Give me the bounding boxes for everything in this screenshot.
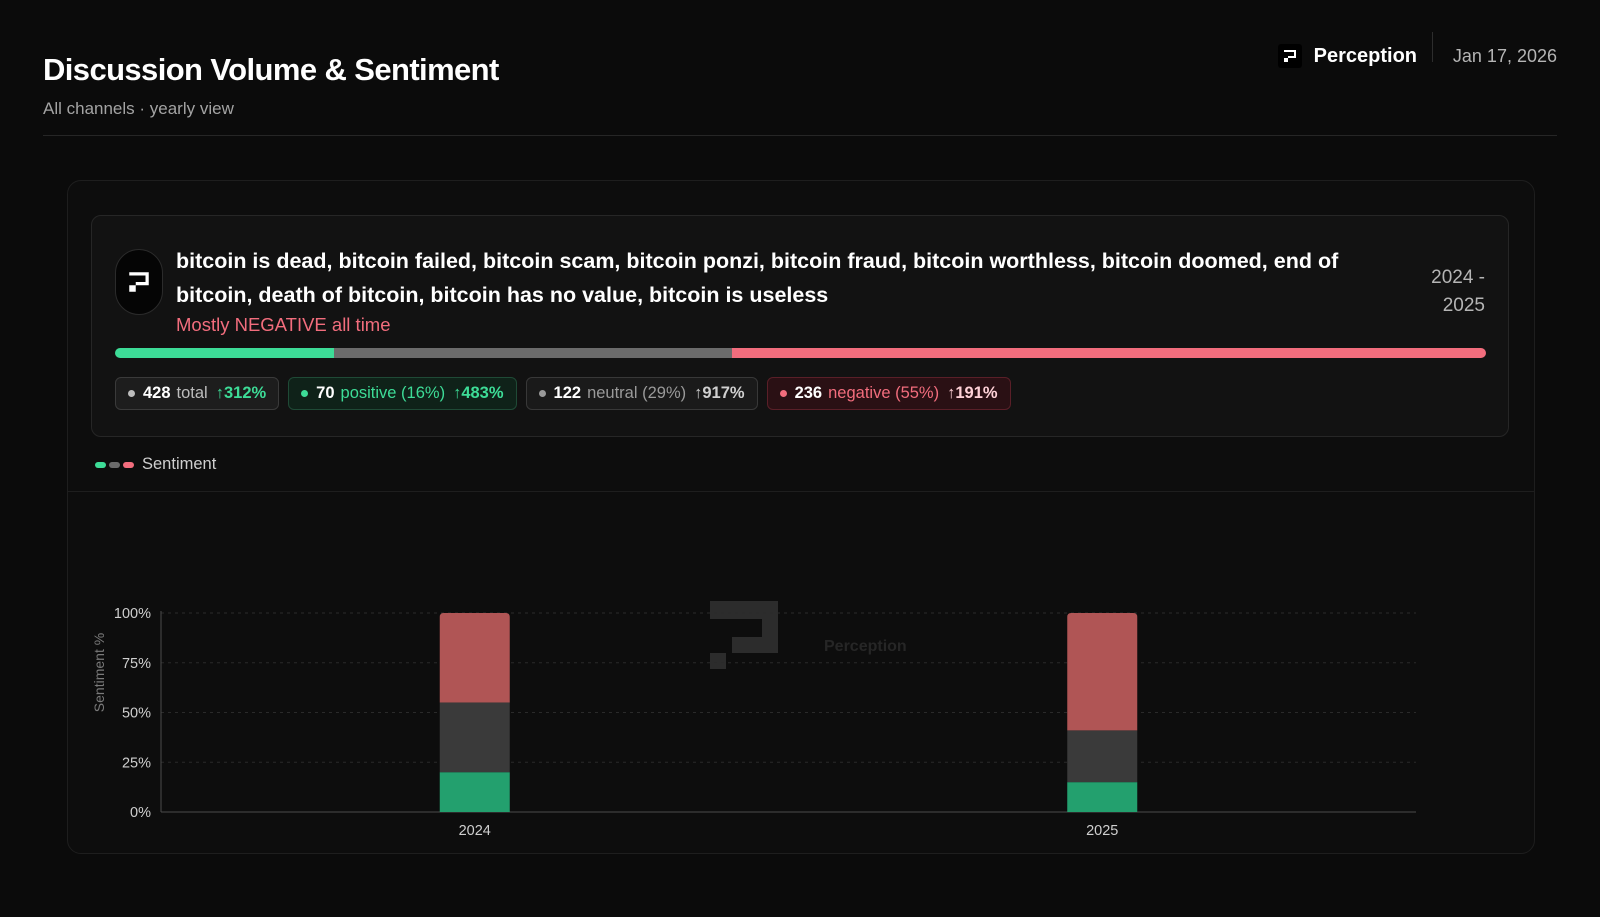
bar-positive-2024 (439, 772, 510, 812)
watermark-logo-icon (710, 601, 778, 669)
page-header: Discussion Volume & Sentiment All channe… (43, 0, 1557, 136)
sentiment-swatch-icon (95, 461, 134, 468)
legend-divider (68, 491, 1534, 492)
chart-legend[interactable]: Sentiment (95, 455, 216, 474)
stat-positive-change: ↑483% (453, 384, 504, 402)
y-tick-label: 50% (122, 706, 151, 722)
y-tick-label: 100% (114, 606, 151, 622)
bar-negative-2025 (1067, 613, 1138, 731)
legend-swatch-positive (95, 461, 106, 468)
stat-negative[interactable]: 236 negative (55%) ↑191% (766, 377, 1011, 410)
stat-neutral-change: ↑917% (694, 384, 745, 402)
sentiment-distribution-bar (115, 348, 1486, 358)
stat-neutral-label: neutral (29%) (587, 384, 687, 402)
y-tick-label: 25% (122, 755, 151, 771)
stat-negative-value: 236 (794, 384, 823, 402)
sentiment-bar-neutral (334, 348, 732, 358)
negative-dot-icon (779, 390, 787, 397)
stat-positive[interactable]: 70 positive (16%) ↑483% (288, 377, 517, 410)
bar-neutral-2024 (439, 702, 510, 773)
y-tick-label: 75% (122, 656, 151, 672)
date-range: 2024 - 2025 (1431, 267, 1485, 316)
legend-swatch-neutral (109, 461, 120, 468)
chart-panel: bitcoin is dead, bitcoin failed, bitcoin… (67, 180, 1535, 854)
total-dot-icon (128, 390, 135, 397)
keyword-list: bitcoin is dead, bitcoin failed, bitcoin… (176, 249, 1339, 307)
perception-avatar-icon (115, 249, 163, 315)
header-divider (1432, 32, 1433, 62)
brand: Perception (1277, 44, 1417, 68)
page-subtitle: All channels · yearly view (43, 99, 234, 118)
stat-negative-change: ↑191% (947, 384, 998, 402)
brand-name: Perception (1313, 44, 1417, 67)
stats-row: 428 total ↑312% 70 positive (16%) ↑483% … (115, 377, 1011, 410)
stat-negative-label: negative (55%) (828, 384, 940, 402)
report-date: Jan 17, 2026 (1452, 46, 1557, 66)
perception-logo-icon (1277, 44, 1302, 68)
stat-total-label: total (176, 384, 208, 402)
bar-negative-2024 (439, 613, 510, 703)
y-tick-label: 0% (130, 805, 151, 821)
sentiment-bar-positive (115, 348, 335, 358)
watermark-text: Perception (824, 638, 907, 655)
neutral-dot-icon (538, 390, 546, 397)
x-tick-label: 2025 (1086, 823, 1118, 839)
stat-neutral[interactable]: 122 neutral (29%) ↑917% (525, 377, 758, 410)
sentiment-summary: Mostly NEGATIVE all time (176, 314, 391, 335)
bar-neutral-2025 (1067, 730, 1138, 783)
stat-total-change: ↑312% (215, 384, 267, 402)
stat-positive-value: 70 (316, 384, 335, 402)
keyword-summary-card: bitcoin is dead, bitcoin failed, bitcoin… (91, 215, 1509, 437)
bar-positive-2025 (1067, 782, 1138, 812)
stat-total-value: 428 (143, 384, 171, 402)
stat-total[interactable]: 428 total ↑312% (115, 377, 280, 410)
legend-label: Sentiment (142, 455, 217, 473)
stat-positive-label: positive (16%) (340, 384, 446, 402)
x-tick-label: 2024 (459, 823, 491, 839)
positive-dot-icon (301, 390, 309, 397)
legend-swatch-negative (123, 461, 134, 468)
page-title: Discussion Volume & Sentiment (43, 52, 499, 87)
stat-neutral-value: 122 (553, 384, 582, 402)
y-axis-label: Sentiment % (91, 633, 107, 712)
sentiment-bar-negative (731, 348, 1486, 358)
